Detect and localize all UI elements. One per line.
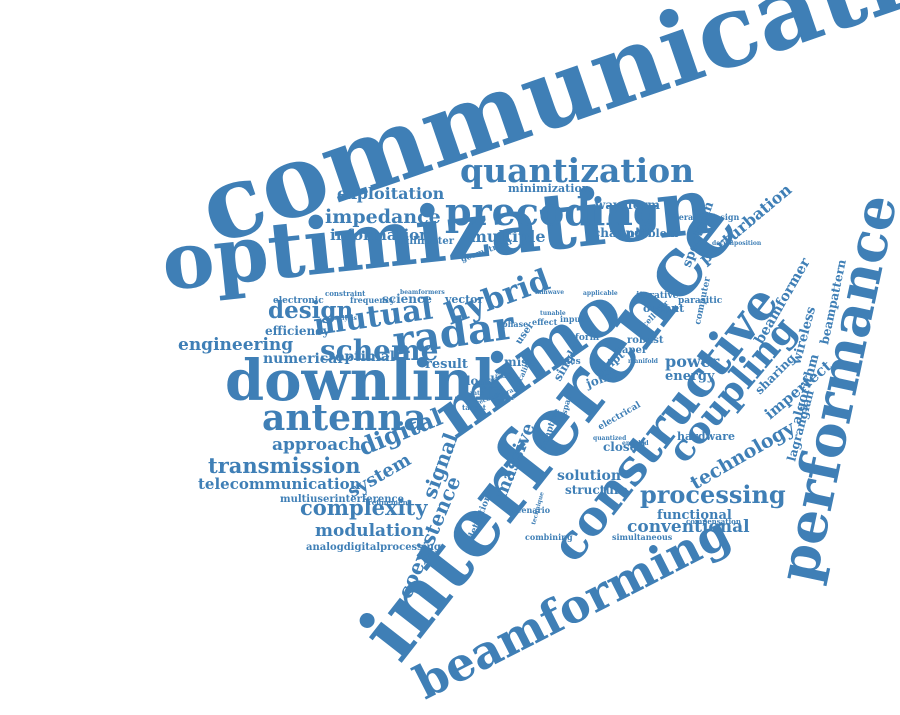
word-numerical: numerical	[263, 351, 343, 367]
word-combining: combining	[525, 532, 573, 542]
word-performance: performance	[764, 189, 900, 588]
word-conventional: conventional	[627, 517, 750, 537]
word-minimization: minimization	[508, 182, 590, 195]
word-closed: closed	[603, 440, 646, 454]
word-channel: channel	[593, 226, 647, 240]
word-multiple: multiple	[470, 227, 546, 246]
word-load: load	[466, 374, 495, 388]
word-optimal: optimal	[335, 349, 395, 365]
word-result: result	[425, 357, 468, 372]
word-parasitic: parasitic	[678, 296, 723, 306]
word-electronic: electronic	[273, 296, 324, 306]
word-frequency: frequency	[350, 295, 395, 305]
word-telecommunication: telecommunication	[198, 475, 361, 493]
word-science: science	[382, 292, 432, 306]
word-miso: miso	[504, 355, 536, 369]
word-downlink: downlink	[225, 348, 514, 414]
word-functional: functional	[657, 508, 732, 523]
word-dacs: dacs	[558, 357, 581, 367]
word-complexity: complexity	[300, 495, 428, 520]
word-scheme: scheme	[320, 334, 438, 367]
word-impedance: impedance	[325, 206, 441, 228]
word-approach: approach	[272, 435, 361, 455]
word-transmission: transmission	[208, 453, 361, 478]
word-precoding: precoding	[445, 189, 659, 234]
word-refinement: refinement	[368, 498, 412, 507]
word-applicable: applicable	[583, 290, 618, 297]
word-efficiency: efficiency	[265, 324, 331, 338]
word-mmwave: mmwave	[535, 289, 564, 296]
word-information: information	[330, 226, 430, 244]
word-simultaneous: simultaneous	[612, 532, 673, 542]
word-paper: paper	[615, 345, 648, 356]
word-modulation: modulation	[315, 521, 424, 541]
word-energy: energy	[665, 369, 715, 384]
word-input: input	[560, 314, 584, 324]
word-problem: problem	[627, 227, 679, 240]
word-structure: structure	[565, 483, 628, 497]
word-scenario: scenario	[512, 505, 551, 515]
word-engineering: engineering	[178, 335, 293, 355]
word-decomposition: decomposition	[712, 240, 762, 247]
word-vector: vector	[444, 293, 484, 306]
word-compensation: compensation	[686, 517, 741, 526]
word-tunable: tunable	[540, 310, 566, 317]
word-analysis: analysis	[330, 315, 358, 322]
word-radio: radio	[495, 373, 513, 380]
word-output: output	[643, 302, 685, 315]
word-antenna: antenna	[262, 397, 427, 439]
word-waveform: waveform	[594, 198, 660, 212]
word-millimeter: millimeter	[395, 236, 455, 247]
word-quantized: quantized	[593, 435, 627, 442]
word-iterative: iterative	[636, 291, 679, 301]
word-variety: variety	[479, 385, 503, 392]
word-beamformers: beamformers	[400, 289, 445, 296]
word-form: form	[575, 333, 600, 343]
word-rate: rate	[470, 390, 484, 397]
word-constraint: constraint	[325, 289, 366, 298]
word-hardware: hardware	[677, 430, 735, 443]
word-processing: processing	[640, 480, 786, 509]
word-power: power	[665, 352, 720, 371]
word-manifold: manifold	[628, 358, 659, 365]
word-enabled: enabled	[622, 440, 649, 447]
word-quantization: quantization	[460, 151, 694, 190]
word-effect: effect	[532, 317, 558, 327]
word-solution: solution	[557, 468, 621, 484]
word-phase: phase	[502, 319, 528, 329]
word-robust: robust	[627, 335, 664, 346]
word-design: design	[268, 297, 353, 324]
word-exploitation: exploitation	[337, 184, 445, 203]
word-multiuserinterference: multiuserinterference	[280, 494, 404, 505]
word-analogdigitalprocessing: analogdigitalprocessing	[306, 542, 441, 553]
word-iterativedesign: iterativedesign	[672, 212, 740, 222]
word-target: target	[462, 403, 487, 412]
